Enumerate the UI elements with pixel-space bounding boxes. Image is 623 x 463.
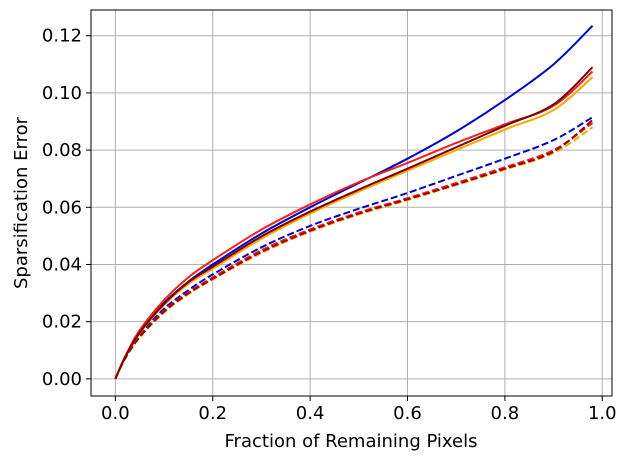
series-line-orange-solid: [114, 76, 594, 380]
y-axis-label: Sparsification Error: [11, 116, 32, 289]
x-tick-label: 1.0: [588, 403, 617, 424]
y-tick-label: 0.02: [42, 312, 82, 333]
series-line-blue-solid: [114, 25, 594, 380]
series-line-red-dashed: [114, 122, 594, 380]
series-line-darkred-dashed: [114, 119, 594, 380]
x-tick-label: 0.0: [101, 403, 130, 424]
y-tick-label: 0.04: [42, 254, 82, 275]
x-tick-label: 0.8: [491, 403, 520, 424]
series-line-red-solid: [114, 70, 594, 380]
x-axis-label: Fraction of Remaining Pixels: [225, 431, 478, 452]
series-line-darkred-solid: [114, 66, 594, 380]
axis-ticks: 0.0 0.2 0.4 0.6 0.8 1.0 0.00 0.02 0.04 0.06 0.08 0.…: [42, 26, 617, 424]
y-tick-label: 0.00: [42, 369, 82, 390]
y-tick-label: 0.08: [42, 140, 82, 161]
plot-frame: [90, 9, 613, 397]
grid-lines: [91, 10, 612, 396]
x-tick-label: 0.2: [198, 403, 227, 424]
series-lines: [114, 25, 594, 380]
y-tick-label: 0.10: [42, 83, 82, 104]
y-tick-label: 0.06: [42, 197, 82, 218]
series-line-blue-dashed: [114, 116, 594, 380]
y-tick-label: 0.12: [42, 26, 82, 47]
series-line-orange-dashed: [114, 126, 594, 380]
x-tick-label: 0.4: [296, 403, 325, 424]
x-tick-label: 0.6: [393, 403, 422, 424]
